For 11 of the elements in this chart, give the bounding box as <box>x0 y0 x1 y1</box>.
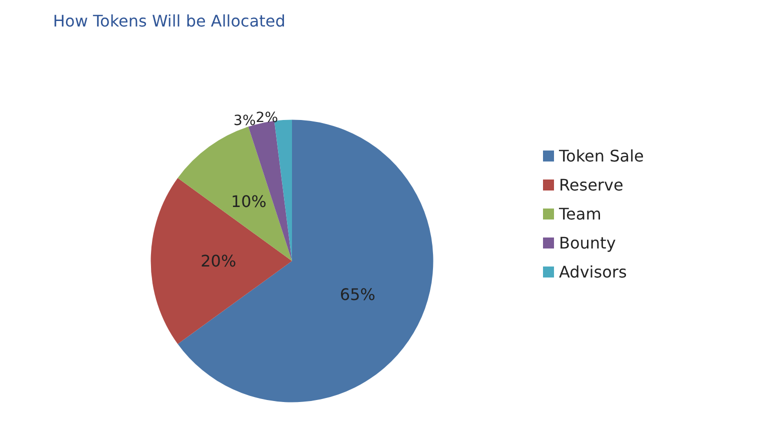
legend-label: Token Sale <box>558 146 644 166</box>
data-label: 20% <box>200 252 236 270</box>
legend-label: Team <box>558 204 602 224</box>
data-label: 3% <box>234 113 256 130</box>
legend-label: Advisors <box>559 262 627 282</box>
data-label: 2% <box>256 110 278 126</box>
legend-label: Bounty <box>559 234 616 252</box>
data-label: 10% <box>230 192 267 211</box>
legend-label: Reserve <box>559 176 624 194</box>
data-label: 65% <box>340 284 376 304</box>
chart-title: How Tokens Will be Allocated <box>53 12 286 30</box>
